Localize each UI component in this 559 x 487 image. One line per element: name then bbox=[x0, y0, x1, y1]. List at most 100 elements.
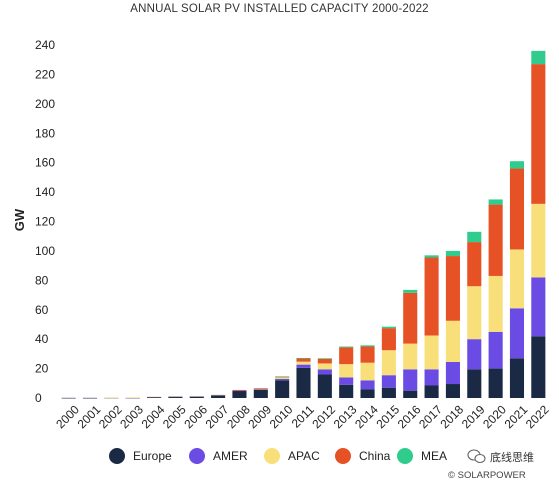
bar-segment-amer-2014 bbox=[360, 380, 375, 390]
y-tick-label: 240 bbox=[35, 38, 55, 52]
bar-segment-amer-2022 bbox=[531, 277, 546, 337]
bar-segment-amer-2018 bbox=[445, 361, 460, 385]
bar-segment-apac-2005 bbox=[168, 396, 183, 397]
bar-segment-china-2022 bbox=[531, 64, 546, 204]
y-tick-label: 220 bbox=[35, 67, 55, 81]
bar-segment-europe-2018 bbox=[445, 384, 460, 398]
wechat-account-label: 底线思维 bbox=[490, 450, 534, 464]
bar-segment-europe-2019 bbox=[467, 369, 482, 398]
bar-segment-mea-2011 bbox=[296, 357, 311, 359]
bar-segment-apac-2006 bbox=[189, 395, 204, 397]
x-axis: 2000200120022003200420052006200720082009… bbox=[53, 402, 552, 431]
bar-segment-mea-2014 bbox=[360, 345, 375, 347]
bar-segment-apac-2019 bbox=[467, 286, 482, 340]
legend: Europe AMER APAC China MEA bbox=[109, 448, 447, 464]
bar-segment-amer-2012 bbox=[317, 369, 332, 375]
bar-segment-mea-2020 bbox=[488, 199, 503, 205]
legend-label-mea: MEA bbox=[421, 449, 447, 463]
bar-segment-mea-2017 bbox=[424, 255, 439, 258]
y-tick-label: 200 bbox=[35, 97, 55, 111]
bar-segment-europe-2004 bbox=[147, 396, 162, 398]
x-tick-label: 2022 bbox=[523, 402, 552, 431]
bar-segment-china-2021 bbox=[509, 168, 525, 250]
y-tick-label: 20 bbox=[35, 362, 49, 376]
bar-segment-amer-2006 bbox=[189, 396, 204, 397]
bar-segment-europe-2021 bbox=[509, 358, 525, 398]
y-tick-label: 80 bbox=[35, 273, 49, 287]
x-tick-label: 2011 bbox=[289, 402, 317, 430]
bar-segment-europe-2017 bbox=[424, 385, 439, 398]
bar-segment-europe-2009 bbox=[253, 389, 268, 398]
y-tick-label: 180 bbox=[35, 126, 55, 140]
bar-segment-china-2008 bbox=[232, 389, 247, 391]
bar-segment-apac-2012 bbox=[317, 363, 332, 370]
legend-marker-amer bbox=[189, 448, 205, 464]
bar-segment-europe-2001 bbox=[82, 397, 98, 399]
bar-segment-apac-2009 bbox=[253, 388, 268, 390]
bar-segment-apac-2014 bbox=[360, 362, 375, 381]
bar-segment-amer-2005 bbox=[168, 396, 183, 398]
bar-segment-apac-2017 bbox=[424, 335, 439, 370]
bar-segment-china-2017 bbox=[424, 257, 439, 336]
legend-marker-europe bbox=[109, 448, 125, 464]
watermark: 底线思维 © SOLARPOWER bbox=[448, 449, 534, 481]
bar-segment-apac-2010 bbox=[275, 377, 290, 379]
y-axis: GW 0 20 40 60 80 100 120 140 160 180 200 220 240 bbox=[12, 38, 55, 405]
bar-segment-apac-2018 bbox=[445, 320, 460, 362]
bar-segment-amer-2015 bbox=[381, 375, 396, 388]
y-tick-label: 0 bbox=[35, 391, 42, 405]
chart-title: ANNUAL SOLAR PV INSTALLED CAPACITY 2000-… bbox=[130, 3, 429, 15]
bar-segment-europe-2015 bbox=[381, 387, 396, 398]
bar-segment-amer-2017 bbox=[424, 369, 439, 386]
bar-segment-europe-2022 bbox=[531, 336, 546, 398]
y-tick-label: 160 bbox=[35, 156, 55, 170]
bar-segment-amer-2016 bbox=[403, 369, 418, 391]
bar-segment-apac-2021 bbox=[509, 249, 525, 309]
bar-segment-amer-2021 bbox=[509, 308, 525, 359]
bar-segment-china-2019 bbox=[467, 242, 482, 287]
bar-segment-amer-2013 bbox=[339, 377, 354, 385]
bar-segment-apac-2015 bbox=[381, 350, 396, 376]
legend-label-europe: Europe bbox=[133, 449, 172, 463]
bar-segment-apac-2016 bbox=[403, 343, 418, 370]
bar-segment-amer-2007 bbox=[211, 395, 226, 396]
bar-segment-mea-2021 bbox=[509, 161, 525, 169]
y-tick-label: 120 bbox=[35, 215, 55, 229]
bar-segment-mea-2015 bbox=[381, 326, 396, 329]
bar-segment-china-2015 bbox=[381, 328, 396, 351]
y-axis-label: GW bbox=[12, 208, 27, 231]
bar-segment-europe-2013 bbox=[339, 384, 354, 398]
bars bbox=[61, 50, 546, 399]
bar-segment-apac-2020 bbox=[488, 275, 503, 332]
bar-segment-china-2009 bbox=[253, 388, 268, 389]
bar-segment-mea-2010 bbox=[275, 376, 290, 377]
bar-segment-mea-2013 bbox=[339, 346, 354, 348]
bar-segment-mea-2016 bbox=[403, 289, 418, 293]
legend-marker-apac bbox=[264, 448, 280, 464]
bar-segment-amer-2020 bbox=[488, 331, 503, 369]
bar-segment-apac-2004 bbox=[147, 396, 162, 398]
bar-segment-china-2012 bbox=[317, 358, 332, 364]
bar-segment-europe-2014 bbox=[360, 389, 375, 398]
legend-marker-china bbox=[335, 448, 351, 464]
bar-segment-amer-2011 bbox=[296, 364, 311, 368]
bar-segment-mea-2012 bbox=[317, 358, 332, 359]
y-tick-label: 100 bbox=[35, 244, 55, 258]
legend-marker-mea bbox=[397, 448, 413, 464]
bar-segment-apac-2003 bbox=[125, 397, 140, 399]
bar-segment-china-2011 bbox=[296, 358, 311, 362]
bar-segment-china-2020 bbox=[488, 204, 503, 276]
bar-segment-europe-2010 bbox=[275, 380, 290, 398]
bar-segment-europe-2005 bbox=[168, 396, 183, 398]
bar-segment-apac-2007 bbox=[211, 394, 226, 396]
bar-segment-china-2014 bbox=[360, 346, 375, 363]
bar-segment-europe-2020 bbox=[488, 368, 503, 398]
bar-segment-mea-2018 bbox=[445, 250, 460, 257]
bar-segment-amer-2008 bbox=[232, 390, 247, 392]
source-label: © SOLARPOWER bbox=[448, 470, 526, 481]
wechat-icon bbox=[467, 449, 486, 464]
bar-segment-amer-2010 bbox=[275, 378, 290, 381]
bar-segment-europe-2008 bbox=[232, 390, 247, 398]
